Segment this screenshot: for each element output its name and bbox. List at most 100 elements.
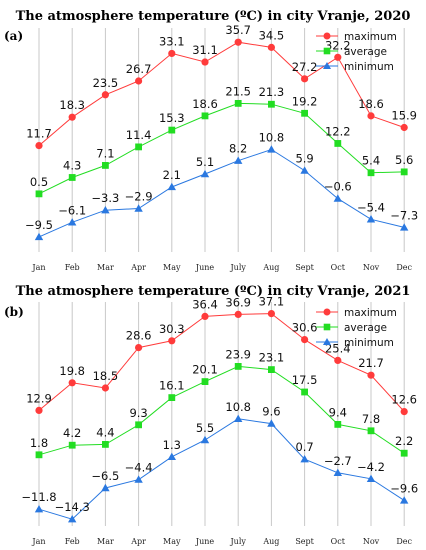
data-label-maximum: 26.7: [126, 62, 152, 76]
data-point-average: [334, 140, 342, 147]
x-tick-label: Feb: [65, 263, 80, 272]
data-label-minimum: 10.8: [225, 400, 251, 414]
data-point-average: [367, 169, 375, 177]
series-average: 1.8 4.2 4.4 9.3 16.1 20.1 23.9 23.1 17.5 9.4 7.8 2.…: [30, 347, 413, 459]
data-label-average: 21.3: [259, 85, 285, 99]
x-tick-label: Oct: [331, 263, 346, 272]
data-point-average: [234, 99, 242, 107]
legend-label-maximum: maximum: [344, 307, 397, 319]
data-label-maximum: 11.7: [26, 127, 52, 141]
x-tick-label: May: [163, 537, 181, 546]
data-point-maximum: [135, 344, 143, 352]
series-line-minimum: [38, 418, 405, 520]
data-label-maximum: 30.6: [292, 321, 318, 335]
x-tick-label: June: [195, 263, 215, 272]
data-label-maximum: 12.9: [26, 391, 52, 405]
data-point-maximum: [135, 77, 143, 85]
data-point-minimum: [167, 452, 176, 460]
data-label-average: 4.3: [63, 158, 81, 172]
x-tick-label: Nov: [363, 263, 380, 272]
data-label-maximum: 37.1: [259, 295, 285, 309]
data-label-average: 2.2: [395, 434, 413, 448]
x-tick-label: Apr: [130, 537, 146, 546]
data-point-minimum: [234, 156, 243, 164]
data-point-average: [135, 421, 142, 429]
data-label-minimum: −6.5: [91, 469, 119, 483]
data-point-average: [35, 451, 43, 459]
data-label-average: 12.2: [325, 124, 351, 138]
data-label-average: 5.6: [395, 153, 413, 167]
x-tick-label: Sept: [295, 537, 314, 546]
series-line-average: [38, 102, 405, 195]
data-label-maximum: 32.2: [325, 38, 351, 52]
data-point-maximum: [234, 310, 242, 318]
x-tick-label: Apr: [130, 263, 146, 272]
data-label-minimum: −7.3: [390, 208, 418, 222]
data-point-minimum: [200, 435, 210, 444]
data-point-minimum: [400, 496, 409, 504]
data-point-maximum: [367, 371, 375, 379]
data-point-average: [268, 366, 275, 373]
x-tick-label: Nov: [363, 537, 380, 546]
data-label-maximum: 19.8: [59, 364, 85, 378]
data-point-maximum: [400, 408, 408, 416]
x-tick-label: Oct: [331, 537, 346, 546]
legend-item-minimum: minimum: [316, 337, 394, 349]
panel-label: (a): [4, 29, 23, 43]
data-point-average: [301, 388, 308, 396]
data-label-minimum: −4.2: [357, 460, 385, 474]
data-label-minimum: 1.3: [163, 438, 181, 452]
data-label-average: 9.4: [329, 405, 347, 419]
data-point-minimum: [400, 223, 409, 231]
data-point-maximum: [367, 112, 375, 120]
data-label-minimum: 10.8: [259, 130, 285, 144]
legend-marker-average: [323, 47, 331, 55]
data-point-minimum: [300, 166, 309, 174]
data-label-minimum: −2.7: [324, 454, 352, 468]
x-tick-label: Feb: [65, 537, 80, 546]
data-label-maximum: 15.9: [391, 109, 417, 123]
data-label-average: 20.1: [192, 363, 218, 377]
data-point-maximum: [68, 379, 76, 387]
x-tick-label: Jan: [31, 263, 45, 272]
x-tick-label: July: [229, 537, 246, 546]
data-label-minimum: 5.9: [295, 152, 313, 166]
legend-marker-maximum: [323, 32, 331, 40]
data-point-average: [301, 109, 308, 117]
legend-marker-average: [323, 323, 331, 331]
x-tick-label: Mar: [97, 263, 114, 272]
data-point-maximum: [234, 38, 242, 46]
chart-title: The atmosphere temperature (ºC) in city …: [16, 9, 411, 24]
data-point-minimum: [200, 169, 210, 178]
data-label-maximum: 25.4: [325, 341, 351, 355]
data-point-minimum: [366, 215, 376, 223]
data-label-average: 7.1: [96, 146, 114, 160]
legend-marker-minimum: [323, 338, 331, 345]
legend-item-minimum: minimum: [316, 61, 394, 73]
data-label-minimum: 2.1: [163, 168, 181, 182]
data-point-minimum: [134, 475, 143, 483]
data-point-average: [234, 363, 242, 370]
chart-panel-2: The atmosphere temperature (ºC) in city …: [4, 284, 418, 546]
data-point-minimum: [167, 182, 176, 191]
series-maximum: 12.9 19.8 18.5 28.6 30.3 36.4 36.9 37.1 30.6 25.4…: [26, 295, 417, 416]
data-point-minimum: [267, 419, 276, 427]
data-point-maximum: [168, 49, 176, 58]
series-line-maximum: [38, 41, 405, 146]
data-point-maximum: [35, 406, 43, 414]
data-point-average: [268, 100, 275, 108]
data-point-average: [68, 174, 76, 181]
data-label-minimum: −6.1: [58, 203, 86, 217]
data-label-minimum: −11.8: [21, 490, 56, 504]
data-point-maximum: [267, 310, 275, 318]
chart-title: The atmosphere temperature (ºC) in city …: [16, 284, 411, 299]
x-tick-label: Aug: [262, 263, 279, 272]
data-point-average: [35, 190, 43, 198]
data-label-minimum: −14.3: [55, 500, 90, 514]
data-point-maximum: [201, 58, 209, 66]
chart-panel-1: The atmosphere temperature (ºC) in city …: [4, 9, 418, 272]
data-label-maximum: 12.6: [391, 393, 417, 407]
x-tick-label: Dec: [396, 263, 412, 272]
legend-label-minimum: minimum: [344, 337, 394, 349]
